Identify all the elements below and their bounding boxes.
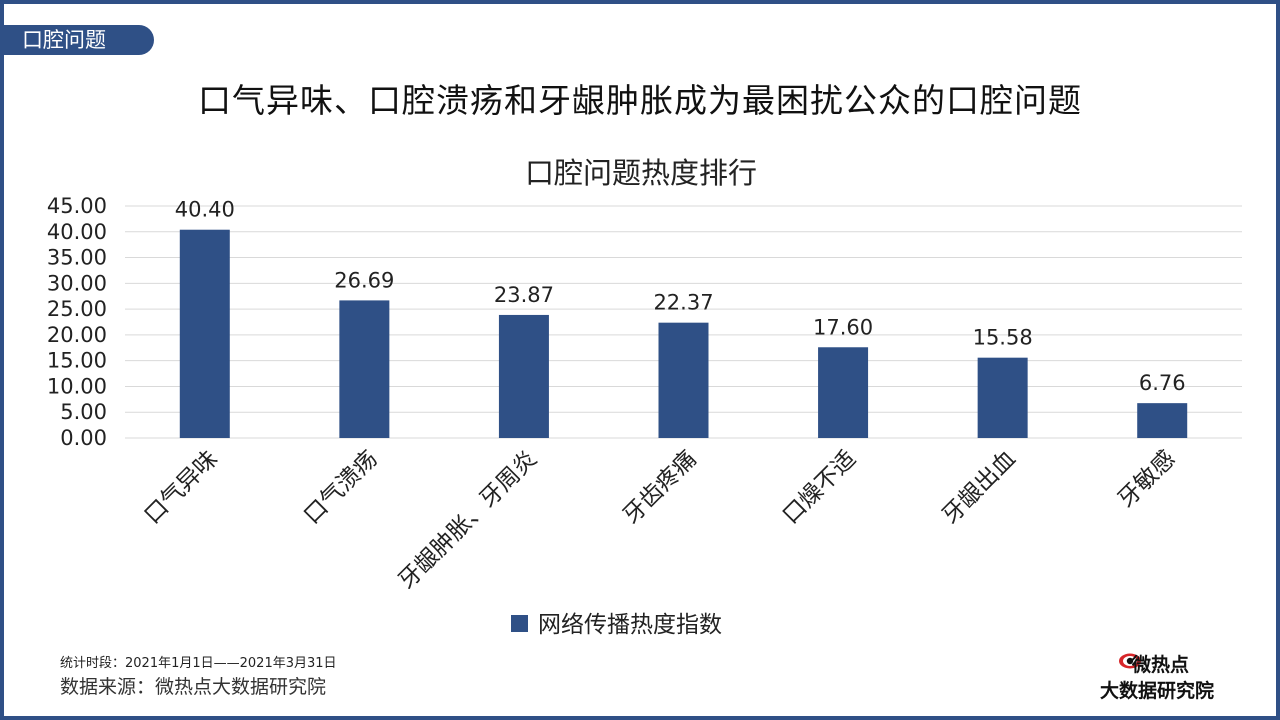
data-labels: 40.40 26.69 23.87 22.37 17.60 15.58 6.76 [175,198,1186,395]
bar [658,322,709,438]
x-tick-label: 牙龈出血 [937,446,1020,529]
bar [818,347,869,438]
x-tick-label: 口气溃疡 [299,446,382,529]
data-label: 23.87 [494,283,554,307]
y-tick-label: 35.00 [47,246,107,270]
y-tick-label: 45.00 [47,194,107,218]
bars [179,229,1188,438]
bar [179,229,230,438]
logo: 微热点 大数据研究院 [1098,646,1238,702]
chart-title: 口腔问题热度排行 [525,156,757,190]
data-label: 6.76 [1139,371,1186,395]
x-tick-label: 牙龈肿胀、牙周炎 [394,446,542,594]
y-tick-label: 5.00 [60,400,107,424]
logo-bottom-text: 大数据研究院 [1100,680,1215,702]
bar [498,314,549,438]
x-tick-label: 口燥不适 [778,446,861,529]
footer-period: 统计时段：2021年1月1日——2021年3月31日 [60,656,337,671]
eye-icon [1119,653,1141,669]
y-axis-ticks: 0.005.0010.0015.0020.0025.0030.0035.0040… [47,194,107,450]
headline: 口气异味、口腔溃疡和牙龈肿胀成为最困扰公众的口腔问题 [198,81,1082,120]
y-tick-label: 25.00 [47,297,107,321]
x-tick-label: 牙齿疼痛 [618,446,701,529]
data-label: 17.60 [813,315,873,339]
data-label: 40.40 [175,198,235,222]
section-tag: 口腔问题 [4,25,154,55]
bar [339,300,390,438]
data-label: 22.37 [653,291,713,315]
y-tick-label: 15.00 [47,349,107,373]
y-tick-label: 20.00 [47,323,107,347]
bar [977,357,1028,438]
x-tick-label: 牙敏感 [1113,446,1180,513]
y-tick-label: 30.00 [47,271,107,295]
y-tick-label: 10.00 [47,374,107,398]
x-tick-label: 口气异味 [140,446,223,529]
logo-top-text: 微热点 [1132,654,1190,676]
footer-source: 数据来源：微热点大数据研究院 [60,676,327,698]
legend-swatch [511,615,528,632]
data-label: 26.69 [334,268,394,292]
data-label: 15.58 [973,326,1033,350]
bar [1137,403,1188,438]
y-tick-label: 40.00 [47,220,107,244]
y-tick-label: 0.00 [60,426,107,450]
legend: 网络传播热度指数 [511,612,722,638]
legend-label: 网络传播热度指数 [538,612,722,638]
x-axis-ticks: 口气异味 口气溃疡 牙龈肿胀、牙周炎 牙齿疼痛 口燥不适 牙龈出血 牙敏感 [140,446,1181,594]
